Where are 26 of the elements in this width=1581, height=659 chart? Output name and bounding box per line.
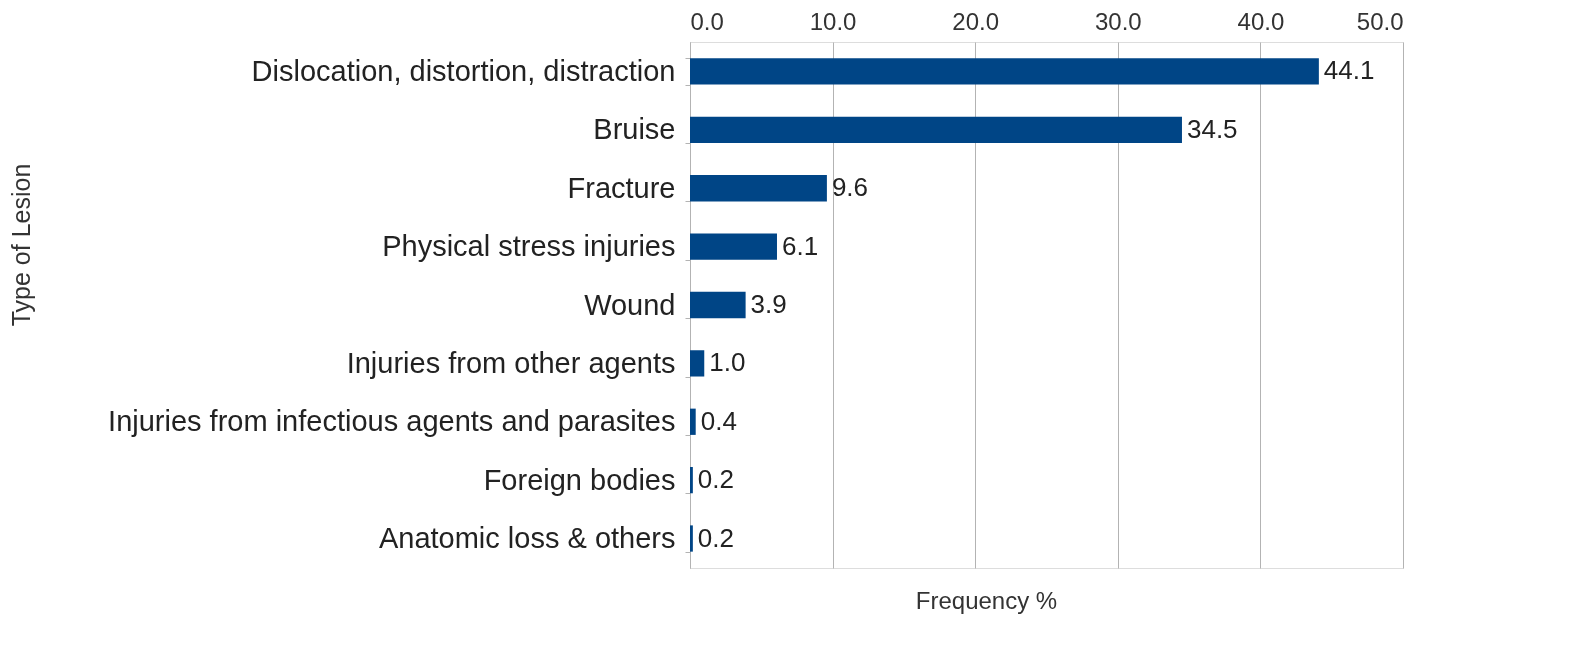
y-tick-label: Dislocation, distortion, distraction bbox=[251, 54, 676, 87]
x-tick-label: 0.0 bbox=[690, 7, 724, 35]
y-tick-label: Foreign bodies bbox=[483, 463, 676, 496]
x-tick-label: 10.0 bbox=[809, 7, 857, 35]
x-axis-title: Frequency % bbox=[915, 587, 1058, 614]
y-tick-label: Bruise bbox=[593, 113, 676, 146]
data-label: 9.6 bbox=[831, 172, 869, 203]
y-tick-label: Fracture bbox=[567, 171, 676, 204]
y-tick-label: Injuries from other agents bbox=[346, 346, 676, 379]
y-tick-label: Anatomic loss & others bbox=[378, 522, 676, 555]
x-tick-label: 40.0 bbox=[1237, 7, 1285, 35]
data-label: 6.1 bbox=[781, 230, 819, 261]
data-label: 44.1 bbox=[1323, 55, 1375, 86]
data-label: 1.0 bbox=[709, 347, 746, 378]
y-tick-label: Wound bbox=[584, 288, 676, 321]
y-tick-label: Physical stress injuries bbox=[382, 230, 676, 263]
y-tick-label: Injuries from infectious agents and parasites bbox=[108, 405, 676, 438]
x-tick-label: 30.0 bbox=[1094, 7, 1142, 35]
data-label: 0.4 bbox=[700, 405, 737, 436]
data-label: 3.9 bbox=[750, 289, 787, 319]
data-label: 0.2 bbox=[697, 464, 735, 495]
x-tick-label: 50.0 bbox=[1356, 7, 1404, 35]
data-label: 34.5 bbox=[1186, 113, 1238, 144]
data-label: 0.2 bbox=[697, 522, 735, 553]
y-axis-title: Type of Lesion bbox=[7, 163, 35, 327]
x-tick-label: 20.0 bbox=[952, 7, 1000, 35]
